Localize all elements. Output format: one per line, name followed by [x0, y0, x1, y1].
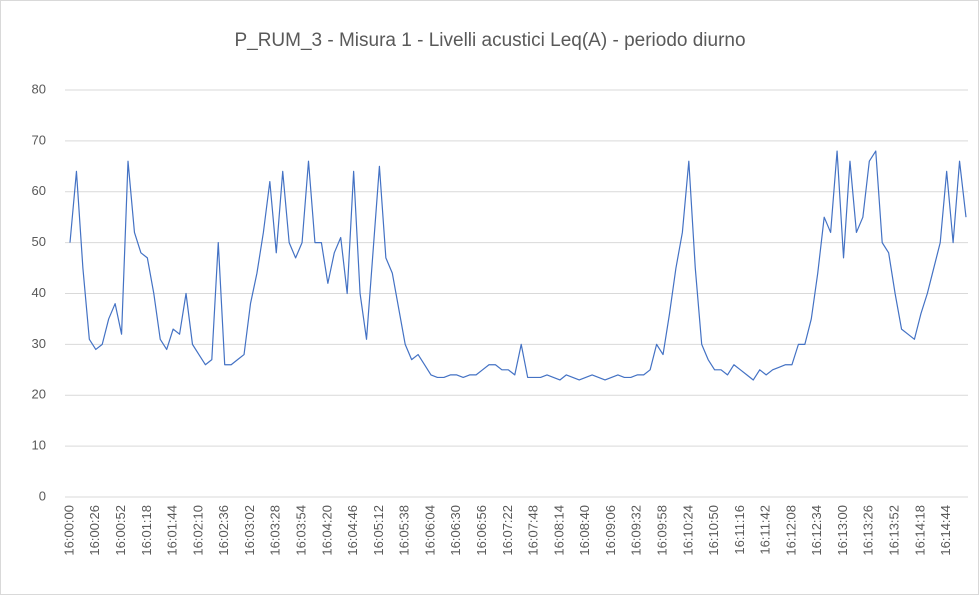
x-tick-label: 16:14:18: [912, 505, 927, 556]
x-tick-label: 16:08:40: [577, 505, 592, 556]
y-tick-label: 70: [32, 132, 46, 147]
y-tick-label: 40: [32, 285, 46, 300]
x-tick-label: 16:00:52: [113, 505, 128, 556]
x-tick-label: 16:14:44: [938, 505, 953, 556]
x-tick-label: 16:00:26: [87, 505, 102, 556]
y-tick-label: 0: [39, 488, 46, 503]
x-tick-label: 16:04:46: [345, 505, 360, 556]
x-tick-label: 16:10:50: [706, 505, 721, 556]
x-tick-label: 16:01:18: [139, 505, 154, 556]
x-tick-label: 16:13:26: [861, 505, 876, 556]
y-tick-label: 10: [32, 438, 46, 453]
x-tick-label: 16:11:16: [732, 505, 747, 555]
x-tick-label: 16:02:10: [190, 505, 205, 556]
y-tick-label: 80: [32, 81, 46, 96]
x-tick-label: 16:11:42: [758, 505, 773, 555]
x-tick-label: 16:00:00: [61, 505, 76, 556]
x-tick-label: 16:06:56: [474, 505, 489, 556]
x-tick-label: 16:05:12: [371, 505, 386, 556]
x-tick-label: 16:04:20: [319, 505, 334, 556]
y-tick-label: 20: [32, 387, 46, 402]
x-tick-label: 16:09:32: [629, 505, 644, 556]
x-tick-label: 16:09:06: [603, 505, 618, 556]
x-tick-label: 16:05:38: [397, 505, 412, 556]
y-tick-label: 60: [32, 183, 46, 198]
x-tick-label: 16:13:52: [887, 505, 902, 556]
x-tick-label: 16:06:30: [448, 505, 463, 556]
x-tick-label: 16:07:22: [500, 505, 515, 556]
y-tick-label: 50: [32, 234, 46, 249]
x-tick-label: 16:03:54: [293, 505, 308, 556]
x-tick-label: 16:12:34: [809, 505, 824, 556]
chart-title: P_RUM_3 - Misura 1 - Livelli acustici Le…: [234, 30, 745, 51]
x-tick-label: 16:03:28: [268, 505, 283, 556]
x-tick-label: 16:12:08: [783, 505, 798, 556]
x-tick-label: 16:06:04: [422, 505, 437, 556]
data-line: [69, 150, 967, 381]
x-tick-label: 16:02:36: [216, 505, 231, 556]
x-tick-label: 16:03:02: [242, 505, 257, 556]
x-tick-label: 16:09:58: [654, 505, 669, 556]
x-tick-label: 16:08:14: [551, 505, 566, 556]
x-tick-label: 16:01:44: [165, 505, 180, 556]
x-tick-label: 16:07:48: [526, 505, 541, 556]
x-tick-label: 16:10:24: [680, 505, 695, 556]
x-tick-label: 16:13:00: [835, 505, 850, 556]
y-tick-label: 30: [32, 336, 46, 351]
